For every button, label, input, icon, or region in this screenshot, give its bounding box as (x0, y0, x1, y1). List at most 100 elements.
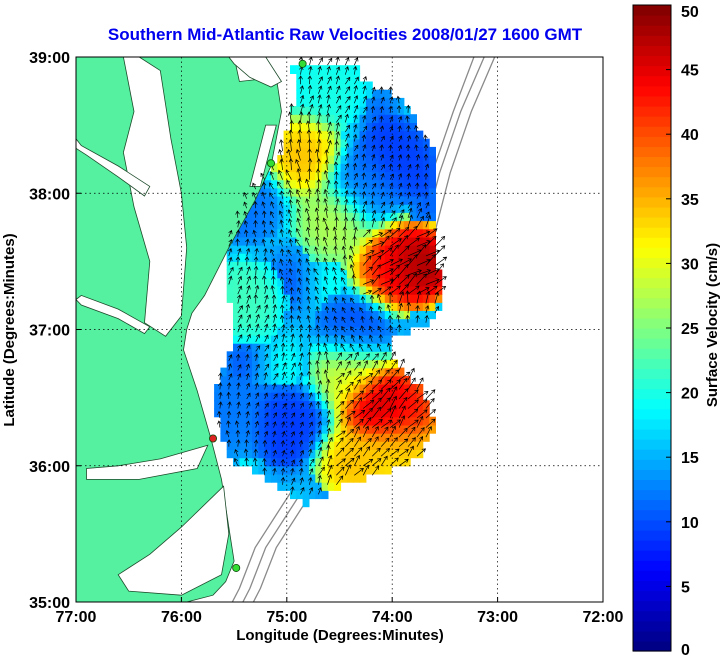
velocity-cell (283, 196, 291, 205)
velocity-cell (384, 424, 392, 434)
velocity-cell (258, 408, 266, 418)
radar-site-marker (232, 563, 241, 572)
velocity-cell (365, 138, 373, 148)
velocity-cell (327, 392, 335, 401)
velocity-cell (327, 408, 335, 418)
velocity-cell (283, 146, 291, 156)
velocity-cell (410, 384, 417, 393)
colorbar-swatch (633, 257, 671, 269)
velocity-cell (252, 302, 259, 311)
velocity-cell (365, 245, 373, 254)
velocity-cell (264, 334, 272, 344)
velocity-cell (365, 416, 373, 426)
velocity-cell (384, 155, 392, 164)
velocity-cell (340, 155, 348, 164)
velocity-cell (327, 171, 335, 181)
velocity-cell (372, 187, 380, 197)
velocity-cell (340, 228, 348, 238)
velocity-cell (378, 424, 386, 434)
velocity-cell (264, 302, 272, 311)
velocity-cell (429, 310, 436, 320)
velocity-cell (327, 343, 335, 352)
velocity-cell (315, 171, 323, 181)
velocity-cell (271, 302, 278, 311)
colorbar-tick-label: 5 (681, 579, 690, 596)
velocity-cell (296, 138, 304, 148)
velocity-cell (346, 89, 354, 99)
velocity-cell (302, 359, 310, 369)
velocity-cell (403, 302, 411, 311)
velocity-cell (264, 449, 272, 459)
velocity-cell (233, 343, 240, 352)
velocity-cell (308, 114, 316, 123)
velocity-cell (410, 416, 417, 426)
velocity-cell (302, 318, 310, 328)
velocity-cell (384, 228, 392, 238)
velocity-cell (416, 253, 424, 262)
velocity-cell (340, 130, 348, 140)
velocity-cell (308, 122, 316, 132)
velocity-cell (372, 424, 380, 434)
velocity-cell (403, 187, 411, 197)
velocity-cell (233, 408, 240, 418)
velocity-cell (290, 343, 297, 352)
velocity-cell (290, 171, 297, 181)
velocity-cell (359, 163, 367, 173)
velocity-cell (346, 408, 354, 418)
velocity-cell (271, 359, 278, 369)
velocity-cell (334, 473, 342, 483)
velocity-cell (277, 416, 285, 426)
velocity-cell (277, 359, 285, 369)
velocity-cell (220, 400, 228, 410)
velocity-cell (340, 408, 348, 418)
colorbar-swatch (633, 570, 671, 581)
velocity-cell (340, 204, 348, 213)
colorbar-swatch (633, 620, 671, 632)
velocity-cell (271, 228, 278, 238)
velocity-cell (226, 294, 234, 303)
velocity-cell (245, 367, 253, 377)
velocity-cell (327, 106, 335, 115)
velocity-cell (296, 424, 304, 434)
velocity-cell (258, 416, 266, 426)
colorbar-swatch (633, 116, 671, 127)
velocity-cell (327, 228, 335, 238)
velocity-cell (321, 375, 329, 385)
velocity-cell (372, 261, 380, 271)
colorbar-swatch (633, 176, 671, 188)
velocity-cell (302, 498, 310, 508)
velocity-cell (340, 285, 348, 295)
velocity-cell (321, 326, 329, 336)
velocity-cell (397, 433, 405, 442)
velocity-cell (258, 318, 266, 328)
velocity-cell (384, 285, 392, 295)
velocity-cell (283, 351, 291, 361)
velocity-cell (353, 130, 361, 140)
velocity-cell (302, 97, 310, 107)
velocity-cell (359, 171, 367, 181)
velocity-cell (378, 392, 386, 401)
velocity-cell (271, 384, 278, 393)
velocity-cell (302, 400, 310, 410)
velocity-cell (327, 433, 335, 442)
velocity-cell (334, 433, 342, 442)
velocity-cell (258, 294, 266, 303)
velocity-cell (321, 465, 329, 475)
velocity-cell (353, 171, 361, 181)
velocity-cell (271, 261, 278, 271)
velocity-cell (308, 269, 316, 279)
velocity-cell (252, 359, 259, 369)
velocity-cell (220, 367, 228, 377)
velocity-cell (271, 400, 278, 410)
velocity-cell (290, 318, 297, 328)
velocity-cell (410, 400, 417, 410)
velocity-cell (359, 359, 367, 369)
velocity-cell (410, 122, 417, 132)
velocity-cell (384, 310, 392, 320)
velocity-cell (353, 384, 361, 393)
colorbar-swatch (633, 166, 671, 178)
velocity-cell (252, 392, 259, 401)
velocity-cell (372, 97, 380, 107)
velocity-cell (233, 375, 240, 385)
velocity-cell (290, 212, 297, 222)
